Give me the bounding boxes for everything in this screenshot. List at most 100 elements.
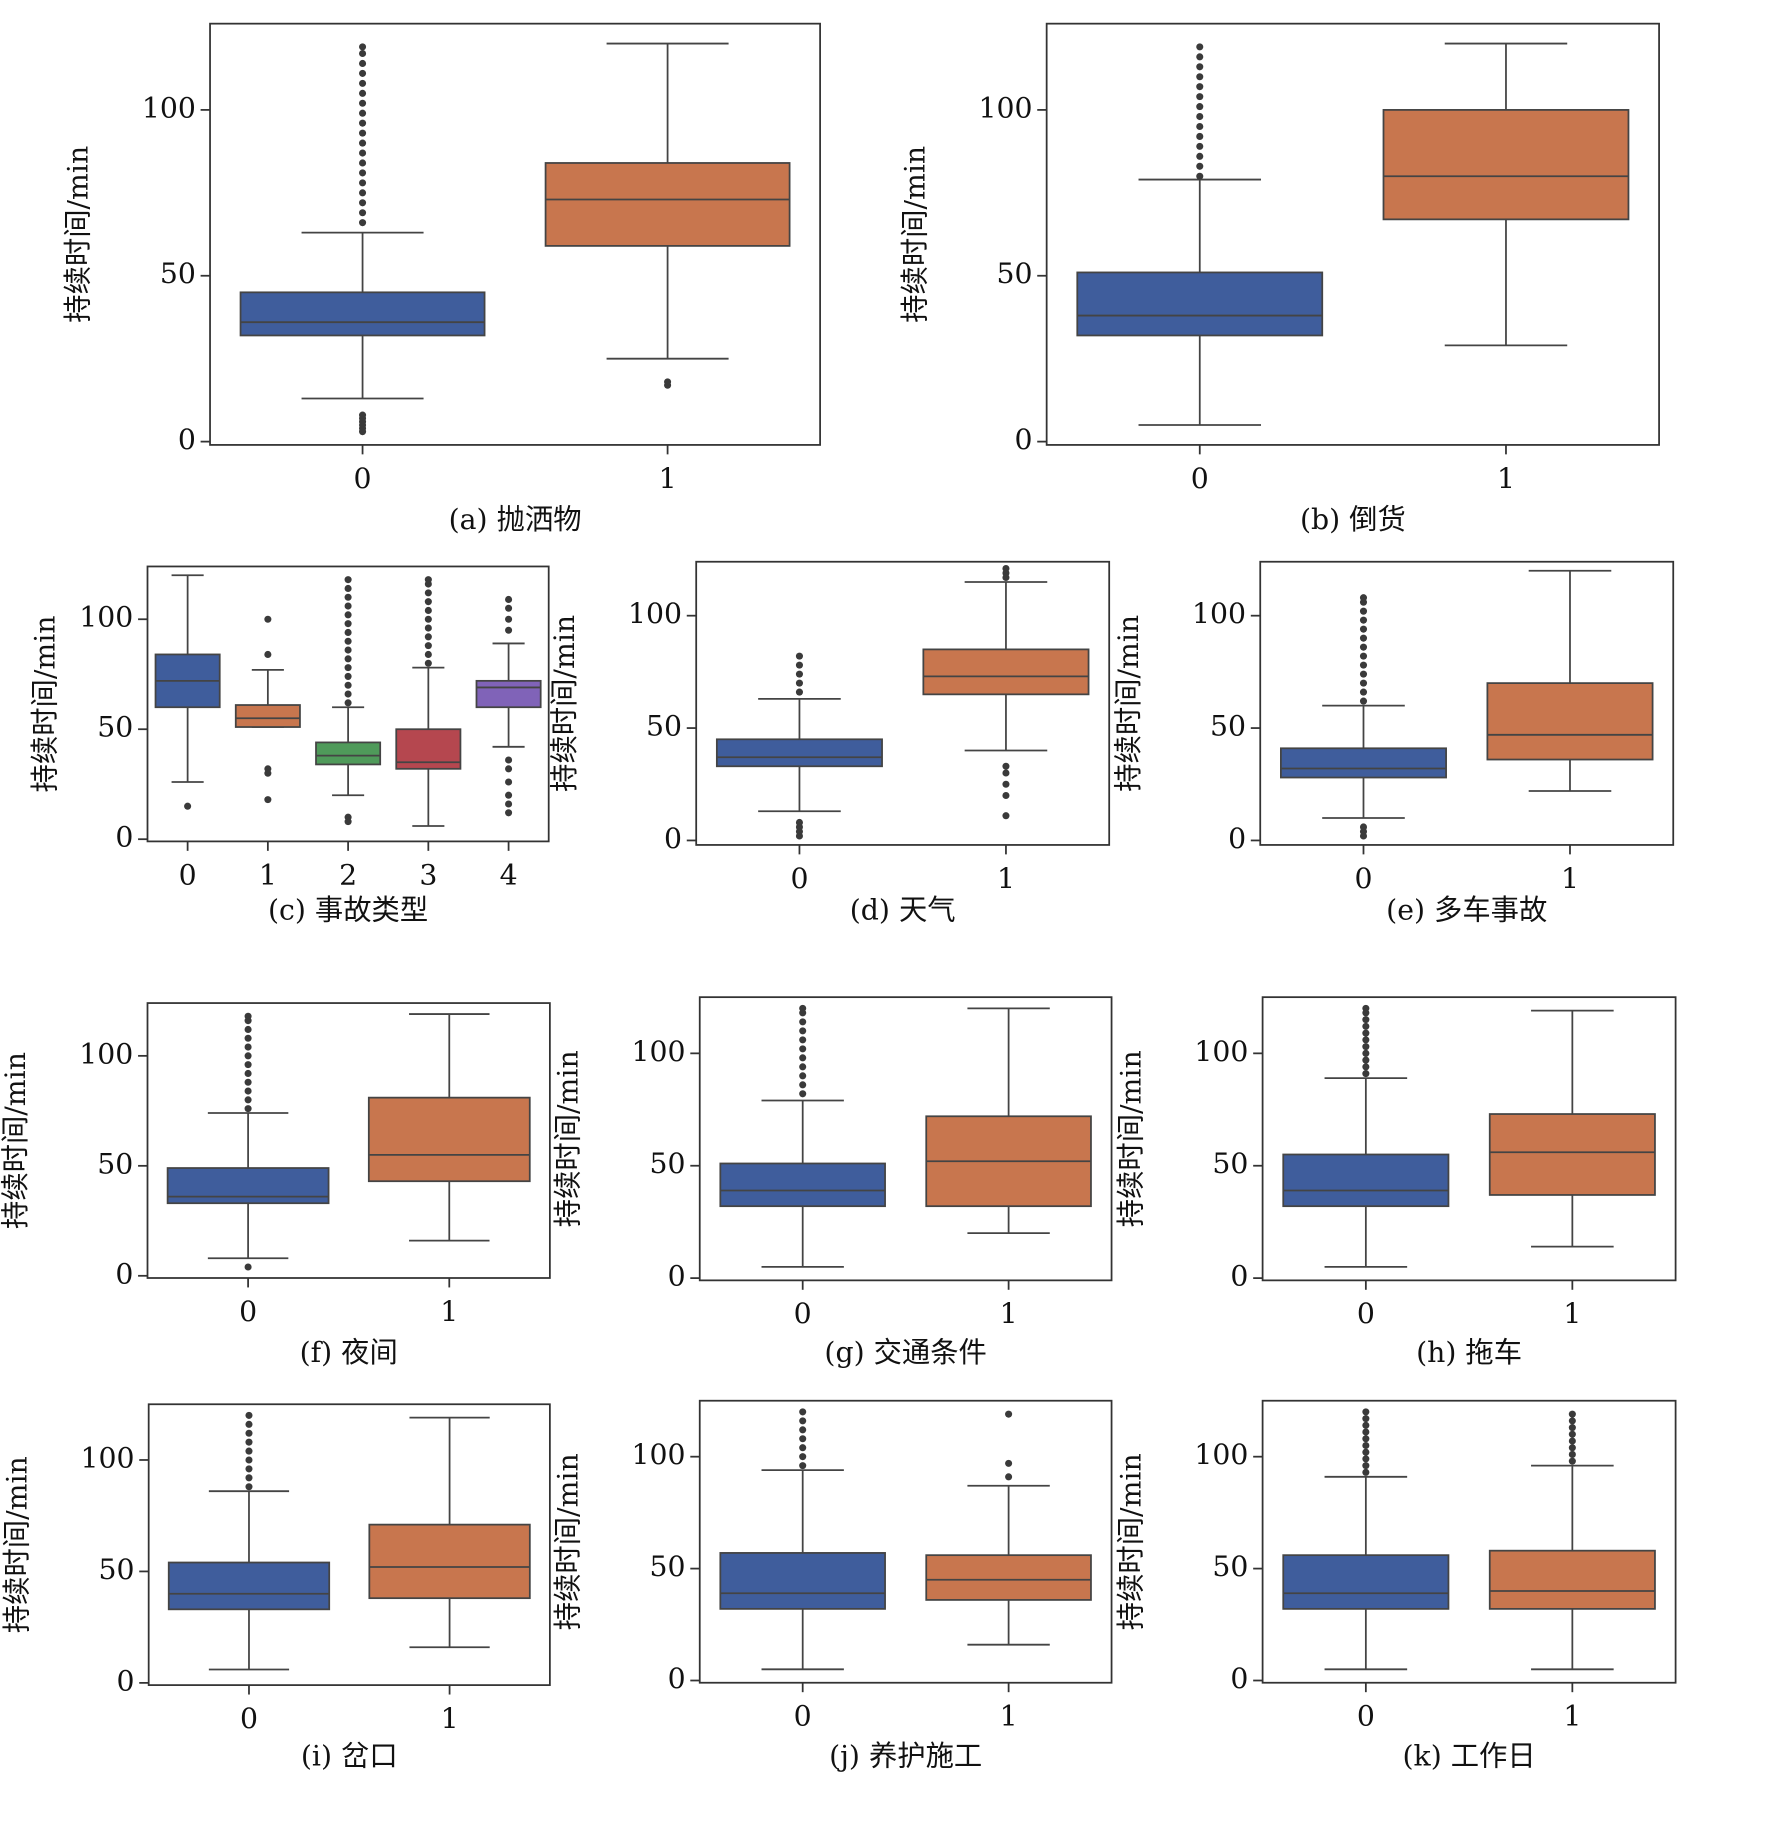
outlier	[344, 637, 352, 645]
plot-frame	[147, 1403, 551, 1686]
outlier	[1196, 93, 1204, 101]
outlier	[799, 1063, 807, 1071]
y-tick-label: 0	[115, 821, 133, 854]
box	[922, 648, 1090, 696]
x-tick-label: 1	[1000, 1700, 1018, 1733]
outlier	[1196, 53, 1204, 61]
x-tick-label: 0	[179, 858, 197, 891]
outlier	[1359, 634, 1368, 642]
y-axis-label: 持续时间/min	[551, 1453, 584, 1630]
x-tick-label: 1	[1561, 862, 1579, 895]
outlier	[244, 1096, 252, 1104]
outlier	[1002, 564, 1010, 573]
y-tick-label: 0	[1230, 1260, 1248, 1293]
y-tick-label: 100	[80, 1441, 134, 1474]
outlier	[1005, 1410, 1013, 1418]
x-tick-label: 0	[1357, 1297, 1375, 1330]
outlier	[1196, 43, 1204, 51]
outlier	[1362, 1455, 1370, 1463]
x-tick-label: 3	[419, 858, 437, 891]
outlier	[1196, 63, 1204, 71]
plot-frame	[698, 1399, 1113, 1684]
outlier	[799, 1462, 807, 1470]
outlier	[1362, 1468, 1370, 1476]
outlier	[344, 646, 352, 654]
outlier	[1362, 1070, 1370, 1078]
outlier	[1359, 697, 1368, 705]
outlier	[799, 1435, 807, 1443]
outlier	[1362, 1408, 1370, 1416]
y-tick-label: 0	[1230, 1662, 1248, 1695]
outlier	[1359, 625, 1368, 633]
outlier	[245, 1465, 253, 1473]
outlier	[264, 615, 272, 623]
y-tick-label: 0	[117, 1664, 135, 1697]
outlier	[424, 615, 432, 623]
y-tick-label: 50	[160, 257, 196, 290]
outlier	[799, 1417, 807, 1425]
outlier	[264, 650, 272, 658]
plot-frame	[1261, 1399, 1677, 1684]
y-axis-label: 持续时间/min	[62, 146, 95, 323]
outlier	[505, 809, 513, 817]
outlier	[1362, 1421, 1370, 1429]
outlier	[424, 624, 432, 632]
outlier	[359, 411, 367, 419]
outlier	[245, 1456, 253, 1464]
y-tick-label: 100	[1192, 597, 1246, 630]
outlier	[359, 79, 367, 87]
outlier	[344, 584, 352, 592]
x-tick-label: 1	[441, 1702, 459, 1735]
outlier	[424, 606, 432, 614]
x-tick-label: 0	[239, 1295, 257, 1328]
y-tick-label: 100	[1194, 1438, 1248, 1471]
outlier	[344, 672, 352, 680]
outlier	[359, 69, 367, 77]
x-tick-label: 1	[1563, 1297, 1581, 1330]
panel-caption: (h) 拖车	[1416, 1336, 1522, 1369]
outlier	[359, 99, 367, 107]
outlier	[1359, 661, 1368, 669]
box	[1282, 1554, 1450, 1610]
y-tick-label: 0	[664, 822, 682, 855]
outlier	[1362, 1435, 1370, 1443]
x-tick-label: 1	[997, 862, 1015, 895]
x-tick-label: 0	[1357, 1700, 1375, 1733]
x-tick-label: 1	[1563, 1700, 1581, 1733]
y-tick-label: 50	[1212, 1550, 1248, 1583]
y-tick-label: 100	[142, 91, 196, 124]
outlier	[795, 670, 803, 678]
outlier	[505, 595, 513, 603]
x-tick-label: 4	[500, 858, 518, 891]
outlier	[184, 802, 192, 810]
outlier	[359, 219, 367, 227]
outlier	[264, 765, 272, 773]
outlier	[359, 179, 367, 187]
outlier	[1362, 1004, 1370, 1012]
box	[715, 738, 883, 768]
outlier	[244, 1043, 252, 1051]
x-tick-label: 0	[1354, 862, 1372, 895]
y-tick-label: 50	[97, 1147, 133, 1180]
outlier	[359, 139, 367, 147]
outlier	[1362, 1056, 1370, 1064]
outlier	[795, 818, 803, 827]
outlier	[424, 576, 432, 584]
outlier	[799, 1036, 807, 1044]
box	[315, 741, 382, 766]
y-axis-label: 持续时间/min	[29, 615, 62, 792]
outlier	[244, 1087, 252, 1095]
outlier	[1362, 1448, 1370, 1456]
outlier	[344, 593, 352, 601]
outlier	[1568, 1444, 1576, 1452]
outlier	[359, 59, 367, 68]
outlier	[1002, 769, 1010, 777]
outlier	[505, 800, 513, 808]
outlier	[344, 655, 352, 663]
y-axis-label: 持续时间/min	[551, 1050, 584, 1227]
x-tick-label: 0	[790, 862, 808, 895]
outlier	[1359, 688, 1368, 696]
y-axis-label: 持续时间/min	[1112, 615, 1145, 792]
panel-caption: (e) 多车事故	[1386, 894, 1547, 927]
